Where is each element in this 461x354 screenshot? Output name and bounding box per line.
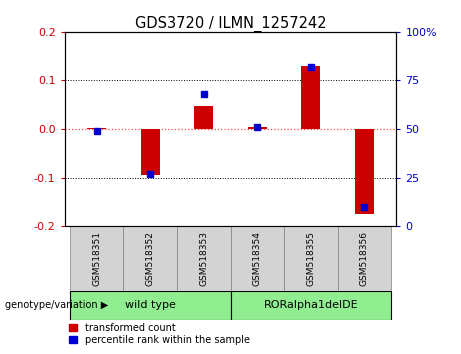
Bar [124, 226, 177, 291]
Bar [177, 226, 230, 291]
Text: wild type: wild type [125, 301, 176, 310]
Text: genotype/variation ▶: genotype/variation ▶ [5, 301, 108, 310]
Bar [141, 129, 160, 175]
Text: GSM518351: GSM518351 [92, 231, 101, 286]
Bar [355, 129, 374, 214]
Bar [248, 127, 266, 129]
Bar [284, 226, 337, 291]
Legend: transformed count, percentile rank within the sample: transformed count, percentile rank withi… [70, 323, 250, 345]
Title: GDS3720 / ILMN_1257242: GDS3720 / ILMN_1257242 [135, 16, 326, 32]
Bar [195, 106, 213, 129]
Bar [70, 291, 230, 320]
Bar [230, 226, 284, 291]
Text: GSM518352: GSM518352 [146, 231, 155, 286]
Bar [87, 128, 106, 129]
Text: GSM518355: GSM518355 [306, 231, 315, 286]
Text: GSM518356: GSM518356 [360, 231, 369, 286]
Text: RORalpha1delDE: RORalpha1delDE [264, 301, 358, 310]
Bar [230, 291, 391, 320]
Bar [337, 226, 391, 291]
Text: GSM518353: GSM518353 [199, 231, 208, 286]
Bar [301, 66, 320, 129]
Text: GSM518354: GSM518354 [253, 231, 262, 286]
Bar [70, 226, 124, 291]
